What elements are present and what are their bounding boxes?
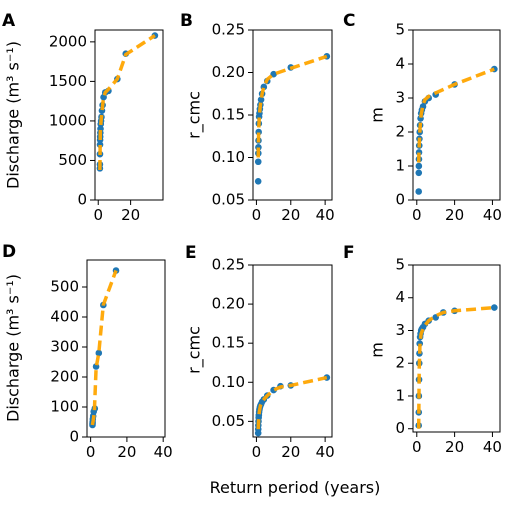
y-tick-label: 4 [395, 55, 405, 73]
y-tick-label: 2000 [49, 32, 87, 50]
x-tick-label: 20 [445, 438, 464, 456]
y-tick-label: 200 [50, 368, 79, 386]
fit-line [416, 305, 495, 429]
y-tick-label: 5 [395, 256, 405, 274]
y-axis-label: Discharge (m³ s⁻¹) [4, 41, 23, 189]
y-tick-label: 1 [395, 157, 405, 175]
data-point [491, 304, 498, 311]
fit-line [98, 34, 156, 171]
y-tick-label: 2 [395, 123, 405, 141]
panel-e: Er_cmc 0.05 0.10 0.15 0.20 0.25 0 20 40 [185, 243, 335, 461]
y-tick-label: 0 [395, 191, 405, 209]
fit-line [90, 269, 118, 426]
y-tick-label: 0.10 [212, 148, 245, 166]
fit-line [256, 375, 328, 430]
y-tick-label: 0 [395, 419, 405, 437]
axes-frame [94, 29, 164, 201]
y-tick-label: 3 [395, 321, 405, 339]
panel-letter: C [343, 11, 355, 31]
panel-letter: D [2, 242, 16, 262]
x-tick-label: 40 [316, 443, 335, 461]
y-tick-label: 400 [50, 308, 79, 326]
x-tick-label: 20 [281, 443, 300, 461]
data-point [270, 70, 277, 78]
data-point [254, 178, 262, 185]
axes-frame [252, 264, 333, 438]
axes-frame [412, 264, 501, 433]
y-tick-label: 1000 [49, 111, 87, 129]
panel-f: Fm 0 1 2 3 4 5 0 20 40 [343, 243, 502, 456]
x-tick-label: 0 [252, 443, 262, 461]
data-point [415, 162, 423, 170]
x-tick-label: 0 [412, 206, 422, 224]
y-tick-label: 0.05 [212, 191, 245, 209]
y-tick-label: 0.25 [212, 21, 245, 39]
fit-line [256, 54, 328, 158]
panel-d: D Discharge (m³ s⁻¹) 0 100 200 300 400 500 0 20 40 [2, 242, 173, 461]
x-tick-label: 20 [121, 206, 140, 224]
y-tick-label: 0.25 [212, 256, 245, 274]
panel-b: Br_cmc 0.05 0.10 0.15 0.20 0.25 0 20 40 [180, 11, 335, 224]
y-tick-label: 0 [69, 428, 79, 446]
y-tick-label: 1 [395, 386, 405, 404]
y-tick-label: 1500 [49, 72, 87, 90]
x-tick-label: 40 [483, 206, 502, 224]
y-axis-label: m [368, 107, 387, 123]
y-tick-label: 0.10 [212, 373, 245, 391]
x-tick-label: 40 [316, 206, 335, 224]
data-point [415, 169, 423, 177]
data-point [95, 349, 103, 357]
y-axis-label: Discharge (m³ s⁻¹) [4, 274, 23, 422]
y-tick-label: 0.20 [212, 295, 245, 313]
axes-frame [86, 259, 166, 438]
y-tick-label: 4 [395, 288, 405, 306]
axes-frame [252, 29, 333, 201]
fit-line [416, 67, 495, 163]
data-point [415, 188, 423, 195]
y-tick-label: 300 [50, 338, 79, 356]
x-tick-label: 20 [281, 206, 300, 224]
x-tick-label: 40 [483, 438, 502, 456]
y-axis-label: m [368, 342, 387, 358]
x-tick-label: 20 [445, 206, 464, 224]
y-tick-label: 0.15 [212, 334, 245, 352]
axes-frame [412, 29, 501, 201]
y-tick-label: 5 [395, 21, 405, 39]
x-tick-label: 0 [86, 443, 96, 461]
panel-letter: F [343, 243, 355, 263]
y-axis-label: r_cmc [185, 91, 205, 139]
y-tick-label: 0.05 [212, 412, 245, 430]
y-tick-label: 3 [395, 89, 405, 107]
x-tick-label: 0 [252, 206, 262, 224]
y-axis-label: r_cmc [185, 326, 205, 374]
y-tick-label: 500 [58, 151, 87, 169]
panel-letter: A [2, 11, 16, 31]
panel-c: Cm 0 1 2 3 4 5 0 20 40 [343, 11, 502, 224]
x-tick-label: 0 [93, 206, 103, 224]
x-tick-label: 40 [154, 443, 173, 461]
y-tick-label: 100 [50, 398, 79, 416]
panel-letter: E [185, 243, 197, 263]
x-tick-label: 20 [117, 443, 136, 461]
y-tick-label: 0 [77, 191, 87, 209]
panel-letter: B [180, 11, 193, 31]
y-tick-label: 0.20 [212, 63, 245, 81]
x-tick-label: 0 [412, 438, 422, 456]
common-x-axis-label: Return period (years) [210, 478, 381, 497]
y-tick-label: 2 [395, 354, 405, 372]
data-point [254, 158, 262, 166]
y-tick-label: 500 [50, 278, 79, 296]
y-tick-label: 0.15 [212, 106, 245, 124]
data-point [257, 96, 265, 103]
panel-a: A Discharge (m³ s⁻¹) 0 500 1000 1500 2000 0 20 [2, 11, 164, 224]
